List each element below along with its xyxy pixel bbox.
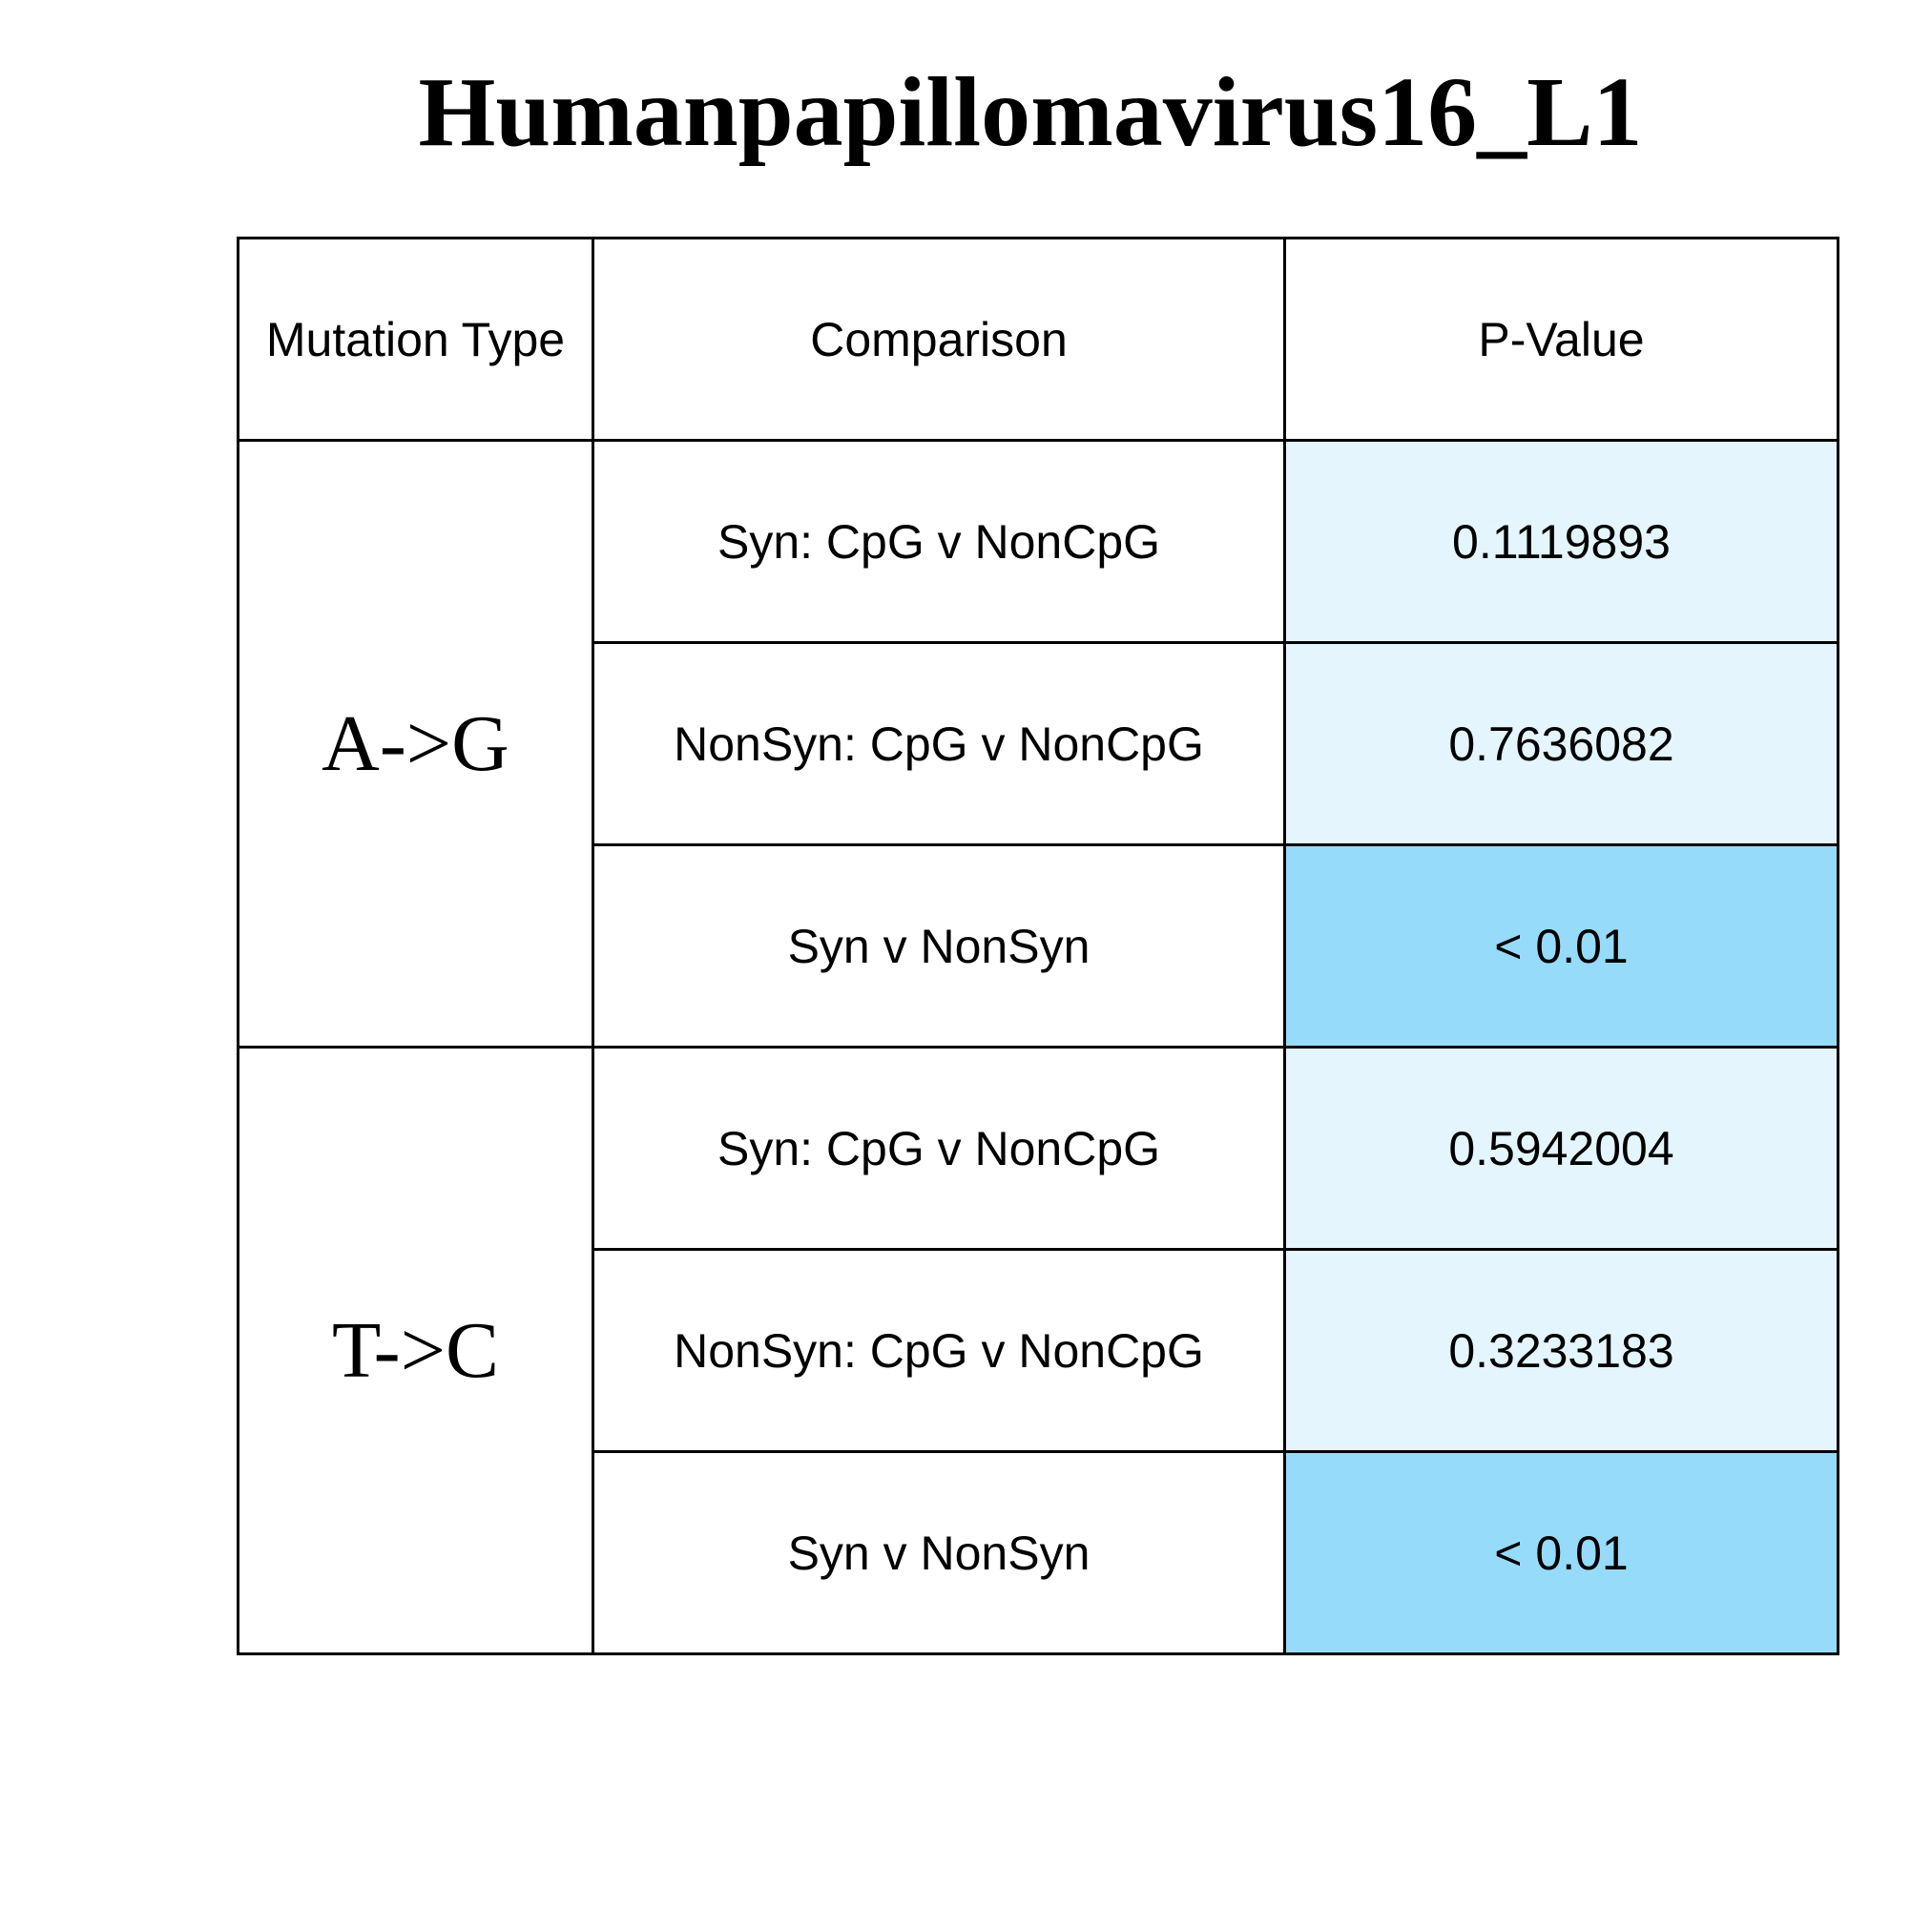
p-value-cell: < 0.01 [1283, 843, 1839, 1049]
header-comparison: Comparison [592, 237, 1286, 442]
p-value-cell: 0.1119893 [1283, 439, 1839, 644]
p-value-cell: 0.7636082 [1283, 641, 1839, 846]
comparison-cell: Syn v NonSyn [592, 1450, 1286, 1655]
p-value-cell: 0.5942004 [1283, 1046, 1839, 1251]
mutation-type-cell: T->C [237, 1046, 594, 1655]
p-value-cell: < 0.01 [1283, 1450, 1839, 1655]
comparison-cell: NonSyn: CpG v NonCpG [592, 1248, 1286, 1453]
comparison-cell: NonSyn: CpG v NonCpG [592, 641, 1286, 846]
p-value-cell: 0.3233183 [1283, 1248, 1839, 1453]
comparison-cell: Syn: CpG v NonCpG [592, 1046, 1286, 1251]
header-p-value: P-Value [1283, 237, 1839, 442]
comparison-cell: Syn: CpG v NonCpG [592, 439, 1286, 644]
comparison-cell: Syn v NonSyn [592, 843, 1286, 1049]
table-title: Humanpapillomavirus16_L1 [418, 57, 1643, 167]
header-mutation-type: Mutation Type [237, 237, 594, 442]
mutation-type-cell: A->G [237, 439, 594, 1049]
